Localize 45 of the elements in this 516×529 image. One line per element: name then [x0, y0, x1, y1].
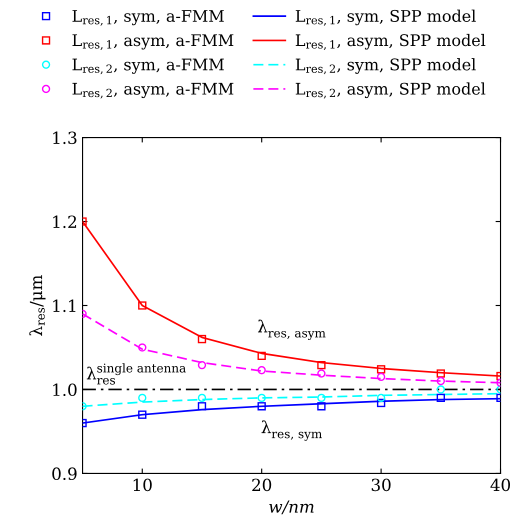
point [376, 365, 386, 374]
point [198, 360, 206, 370]
annotation: λres, sym [262, 420, 322, 441]
point [138, 301, 146, 310]
point [317, 394, 326, 402]
legend-label: L$_{res,2}$, asym, SPP model [296, 82, 486, 99]
point [138, 343, 146, 352]
legend-label: L$_{res,1}$, sym, SPP model [296, 10, 476, 26]
point [317, 360, 326, 370]
point [258, 352, 266, 360]
annotation: λres, asym [258, 320, 326, 340]
legend-label: L$_{res,2}$, asym, a-FMM [72, 82, 234, 99]
point [436, 376, 445, 386]
y-tick-label: 0.9 [52, 467, 77, 480]
point [138, 410, 146, 419]
y-axis-title: λ$_{res}$/μm [29, 275, 46, 336]
y-tick-label: 1.2 [53, 215, 76, 228]
legend-label: L$_{res,1}$, sym, a-FMM [72, 10, 224, 26]
x-tick-label: 20 [252, 478, 272, 492]
y-tick-label: 1.3 [53, 132, 76, 144]
point [258, 366, 266, 374]
x-tick-label: 30 [372, 478, 391, 492]
point [258, 394, 266, 402]
point [376, 372, 386, 382]
point [198, 402, 206, 410]
point [258, 402, 266, 410]
point [317, 369, 326, 378]
point [198, 394, 206, 402]
point [198, 334, 206, 344]
y-tick-label: 1.1 [53, 299, 76, 312]
legend-label: L$_{res,2}$, sym, SPP model [296, 58, 476, 74]
point [436, 385, 445, 394]
legend-label: L$_{res,1}$, asym, SPP model [296, 34, 486, 50]
x-tick-label: 40 [490, 478, 510, 492]
legend-label: L$_{res,1}$, asym, a-FMM [72, 34, 234, 50]
point [436, 369, 445, 378]
point [317, 402, 326, 410]
point [436, 394, 445, 402]
point [376, 394, 386, 402]
y-tick-label: 1.0 [53, 383, 77, 396]
point [376, 398, 386, 408]
point [138, 394, 146, 402]
legend-label: L$_{res,2}$, sym, a-FMM [72, 58, 224, 74]
x-axis-title: w/nm [269, 500, 314, 514]
x-tick-label: 10 [134, 478, 152, 492]
